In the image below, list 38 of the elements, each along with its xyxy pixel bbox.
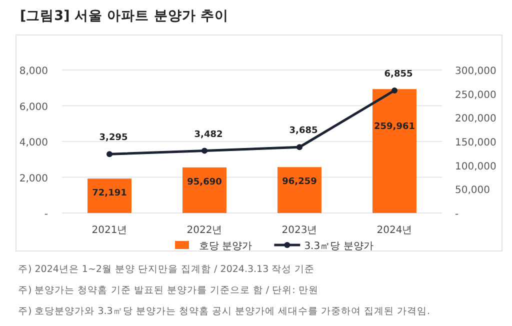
text: 주) 호당분양가와 3.3㎡당 분양가는 청약홈 공시 분양가에 세대수를 가중하여 집계된 가격임.	[18, 306, 430, 317]
x-tick-label: 2022년	[186, 225, 222, 236]
y2-tick-label: 100,000	[455, 161, 496, 172]
y-tick-label: -	[44, 209, 48, 220]
y2-tick-label: 50,000	[455, 185, 490, 196]
data-label: 259,961	[374, 122, 415, 132]
data-label: 6,855	[384, 69, 413, 80]
y-tick-label: 8,000	[19, 66, 48, 77]
text: 주) 2024년은 1~2월 분양 단지만을 집계함 / 2024.3.13 작성 기준	[18, 264, 315, 275]
y-tick-label: 4,000	[19, 138, 48, 148]
data-label: 72,191	[92, 188, 127, 199]
chart-title: [그림3] 서울 아파트 분양가 추이	[20, 8, 229, 24]
y2-tick-label: 300,000	[455, 66, 496, 77]
x-tick-label: 2024년	[376, 225, 412, 236]
bar	[278, 167, 322, 213]
bar	[372, 89, 416, 213]
text: 주) 분양가는 청약홈 기준 발표된 분양가를 기준으로 함 / 단위: 만원	[18, 285, 318, 296]
x-tick-label: 2023년	[282, 225, 318, 236]
data-label: 3,685	[289, 126, 318, 136]
y2-tick-label: 200,000	[455, 114, 496, 125]
y2-tick-label: -	[455, 209, 459, 220]
point	[202, 148, 208, 154]
point	[296, 144, 302, 150]
data-label: 3,295	[99, 133, 128, 144]
y2-tick-label: 150,000	[455, 138, 496, 148]
point	[106, 151, 112, 158]
legend-label: 3.3㎡당 분양가	[304, 241, 374, 252]
data-label: 96,259	[282, 177, 317, 188]
legend-label: 호당 분양가	[199, 241, 252, 252]
bar	[88, 178, 132, 213]
x-tick-label: 2021년	[92, 225, 128, 236]
y2-tick-label: 250,000	[455, 90, 496, 101]
bar	[182, 167, 226, 213]
point	[392, 87, 398, 94]
data-label: 95,690	[187, 177, 222, 188]
data-label: 3,482	[194, 130, 223, 140]
y-tick-label: 6,000	[19, 102, 48, 113]
y-tick-label: 2,000	[19, 173, 48, 184]
